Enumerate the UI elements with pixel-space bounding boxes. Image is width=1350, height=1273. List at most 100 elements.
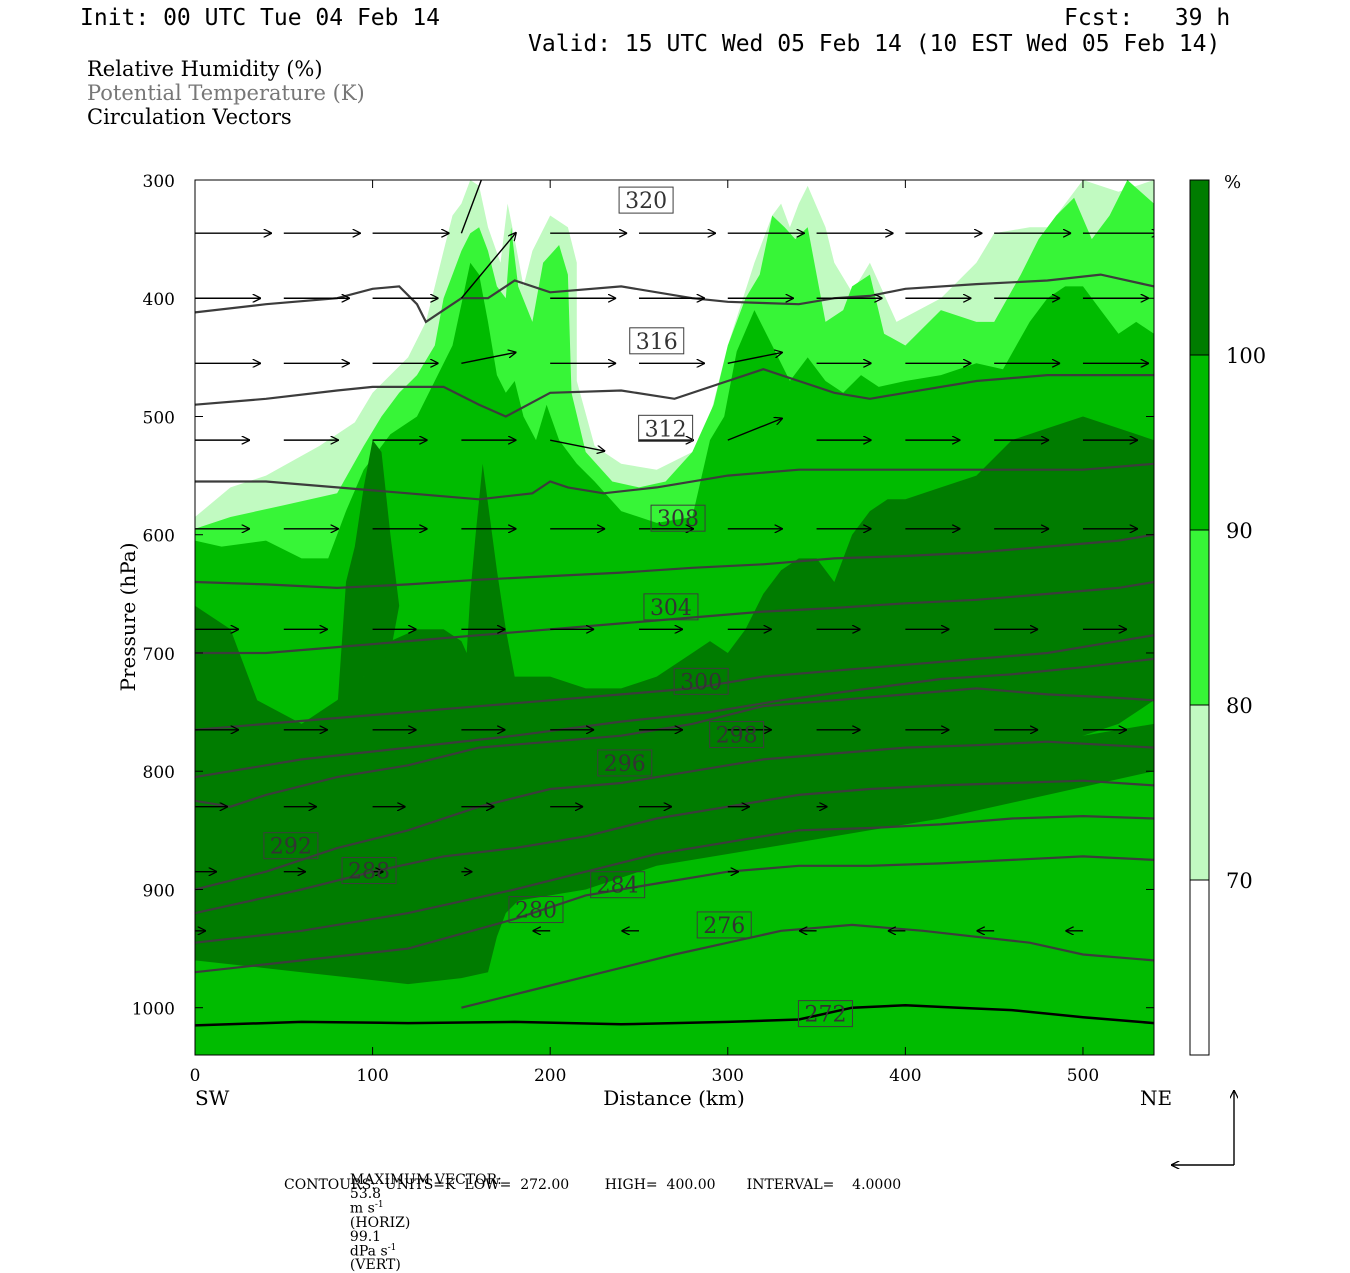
theta-label-text: 288 [348,860,390,885]
valid-time-label: Valid: 15 UTC Wed 05 Feb 14 (10 EST Wed … [528,31,1221,57]
theta-contour-298 [195,657,1154,779]
theta-label-304: 304 [643,593,699,621]
theta-contour-276 [461,923,1154,1009]
theta-label-text: 280 [515,899,557,924]
colorbar-swatch [1190,530,1209,705]
theta-label-text: 312 [645,417,687,442]
colorbar-tick-label: 80 [1226,694,1253,718]
theta-label-box [629,327,685,355]
y-tick-label: 1000 [132,1000,175,1020]
y-tick-label: 700 [143,645,175,665]
colorbar-frame [1189,179,1210,1056]
rh-region-100-5 [195,723,1154,961]
colorbar-tick-label: 70 [1226,869,1253,893]
colorbar-swatch [1190,705,1209,880]
theta-label-box [650,504,706,532]
theta-contour-288 [195,779,1154,915]
theta-label-box [638,414,694,442]
colorbar-unit: % [1224,172,1241,193]
theta-label-300: 300 [673,667,729,695]
x-tick-label: 200 [534,1066,566,1086]
y-axis-label: Pressure (hPa) [116,543,140,692]
y-tick-label: 500 [143,408,175,428]
theta-label-298: 298 [709,721,765,749]
circulation-vector [460,232,516,299]
colorbar-swatch [1190,355,1209,530]
colorbar-legend: 100 90 80 70% [1189,172,1266,1056]
theta-label-316: 316 [629,327,685,355]
colorbar-swatch [1190,880,1209,1055]
theta-label-308: 308 [650,504,706,532]
theta-variable-label: Potential Temperature (K) [87,81,365,105]
vert-unit-exp: -1 [387,1242,397,1253]
theta-label-box [263,832,319,860]
vert-max-value: 99.1 [349,1228,382,1245]
x-tick-label: 500 [1067,1066,1099,1086]
colorbar-swatch [1190,180,1209,355]
theta-label-276: 276 [696,911,752,939]
theta-contour-308 [195,533,1154,590]
reference-vector [1171,1090,1234,1165]
theta-contour-312 [195,462,1154,501]
theta-label-296: 296 [597,749,653,777]
theta-label-text: 308 [657,507,699,532]
max-vector-note: MAXIMUM VECTOR: 53.8 m s-1 (HORIZ) 99.1 … [341,1159,506,1272]
theta-label-text: 300 [680,670,722,695]
init-time-label: Init: 00 UTC Tue 04 Feb 14 [80,5,441,31]
plot-frame [194,179,1155,1056]
y-tick-label: 800 [143,763,175,783]
theta-contour-316 [195,368,1154,418]
theta-label-280: 280 [508,896,564,924]
theta-contour-layer [195,273,1154,1027]
theta-label-box [643,593,699,621]
horiz-max-value: 53.8 [349,1186,382,1202]
theta-contour-320 [195,273,1154,324]
theta-label-box [696,911,752,939]
theta-label-box [797,1000,853,1028]
x-tick-label: 0 [190,1066,201,1086]
theta-contour-284 [195,814,1154,944]
circulation-vector [460,180,483,234]
circulation-vector [550,439,605,451]
theta-label-text: 298 [716,724,758,749]
horiz-unit-exp: -1 [374,1200,384,1210]
theta-contour-300 [195,634,1154,731]
theta-label-312: 312 [638,414,694,442]
contours-note: CONTOURS: UNITS=K LOW= 272.00 HIGH= 400.… [284,1177,902,1193]
theta-label-text: 284 [597,874,639,899]
circulation-vector [727,418,783,441]
theta-label-284: 284 [590,871,646,899]
x-tick-label: 400 [889,1066,921,1086]
theta-label-box [590,871,646,899]
theta-label-box [508,896,564,924]
theta-label-text: 292 [270,835,312,860]
colorbar-tick-label: 90 [1226,519,1253,543]
vectors-variable-label: Circulation Vectors [87,105,292,129]
y-tick-label: 300 [143,172,175,192]
humidity-fill-layer [195,180,1154,1055]
circulation-vector [727,352,783,364]
y-tick-label: 900 [143,881,175,901]
theta-label-320: 320 [618,186,674,214]
theta-label-text: 276 [703,914,745,939]
axes-layer: 300 400 500 600 700 800 900 1000 0 100 200 300 400 50… [116,172,1172,1110]
max-vector-label: MAXIMUM VECTOR: [349,1172,502,1188]
x-tick-label: 300 [712,1066,744,1086]
y-tick-label: 400 [143,290,175,310]
ne-label: NE [1140,1086,1172,1110]
theta-label-288: 288 [341,857,397,885]
theta-label-box [597,749,653,777]
forecast-hour-label: Fcst: 39 h [1064,5,1231,31]
theta-label-text: 304 [650,596,692,621]
theta-label-text: 320 [625,189,667,214]
circulation-vector [461,352,516,364]
theta-label-text: 296 [604,752,646,777]
vector-layer [195,180,1154,931]
x-tick-label: 100 [356,1066,388,1086]
theta-label-292: 292 [263,832,319,860]
theta-label-box [618,186,674,214]
sw-label: SW [195,1086,230,1110]
theta-contour-304 [195,580,1154,655]
x-axis-label: Distance (km) [603,1086,745,1110]
theta-contour-292 [195,740,1154,891]
